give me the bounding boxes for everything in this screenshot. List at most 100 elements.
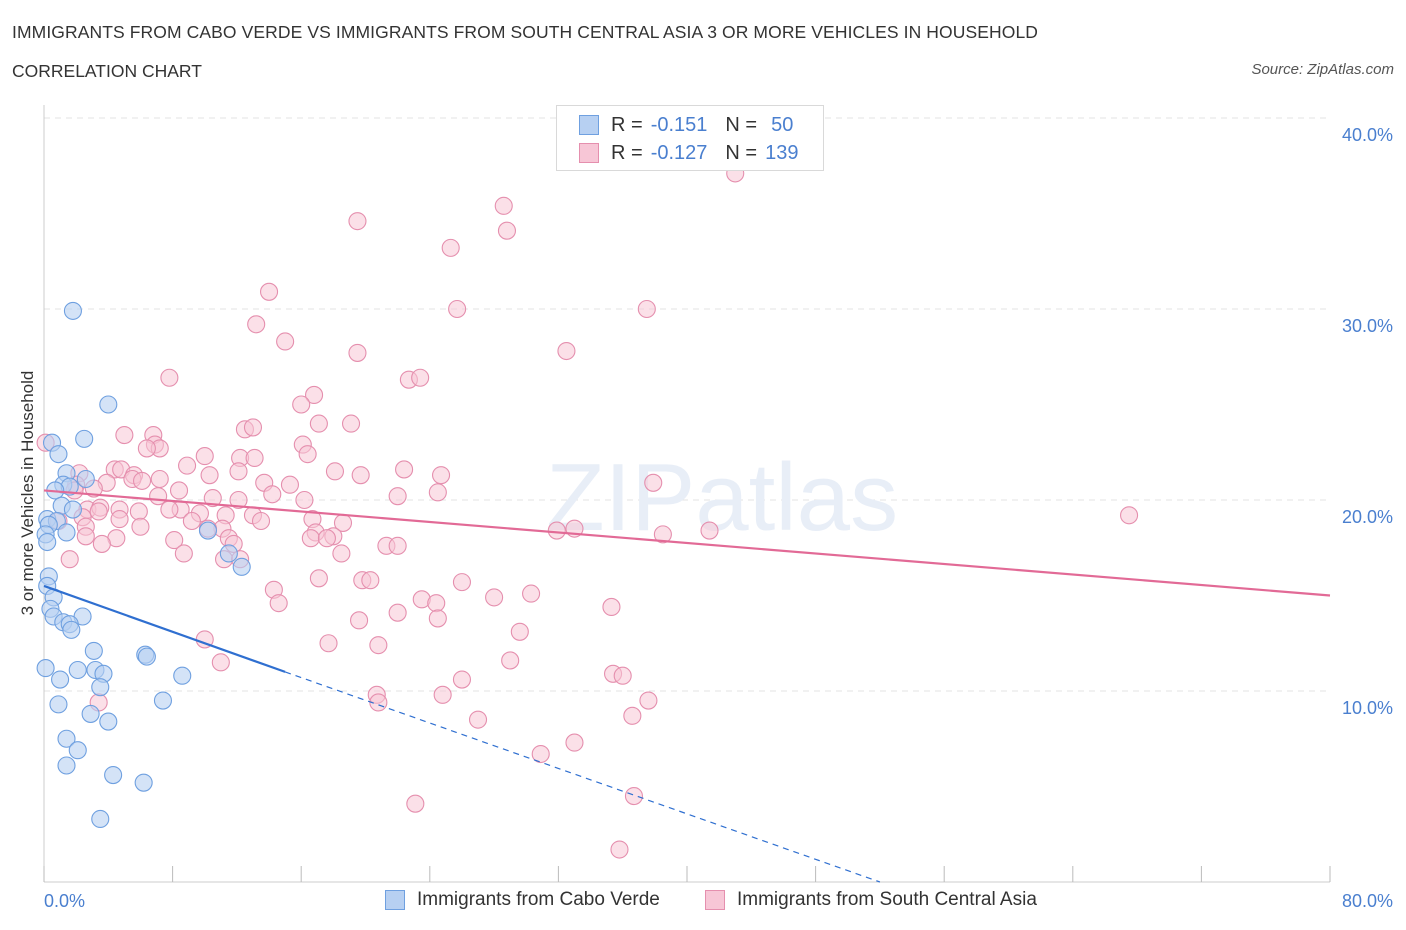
data-point-south-central-asia — [195, 447, 214, 466]
data-point-cabo-verde — [76, 469, 95, 489]
data-point-south-central-asia — [160, 500, 179, 519]
data-point-south-central-asia — [280, 475, 299, 494]
r-label: R = — [611, 141, 643, 164]
data-point-south-central-asia — [245, 448, 264, 468]
data-point-south-central-asia — [351, 466, 370, 485]
data-point-cabo-verde — [104, 765, 123, 785]
data-point-cabo-verde — [63, 301, 82, 320]
pink-points — [36, 164, 1139, 859]
data-point-south-central-asia — [388, 536, 407, 555]
data-point-south-central-asia — [348, 343, 367, 362]
n-label: N = — [725, 113, 758, 136]
data-point-south-central-asia — [129, 502, 148, 521]
data-point-south-central-asia — [150, 469, 169, 489]
data-point-cabo-verde — [75, 429, 94, 448]
data-point-south-central-asia — [247, 315, 266, 334]
data-point-south-central-asia — [174, 544, 193, 563]
n-value: 50 — [771, 113, 794, 136]
data-point-south-central-asia — [341, 414, 361, 433]
data-point-south-central-asia — [110, 510, 129, 529]
pink-series-label: Immigrants from South Central Asia — [737, 889, 1037, 910]
legend-row-pink: R = -0.127 N = 139 — [579, 140, 798, 166]
pink-swatch — [705, 890, 725, 910]
legend-row-blue: R = -0.151 N = 50 — [579, 112, 793, 138]
data-point-cabo-verde — [68, 741, 87, 760]
data-point-south-central-asia — [602, 597, 621, 617]
data-point-south-central-asia — [76, 527, 95, 546]
pink-swatch — [579, 143, 599, 163]
data-point-south-central-asia — [432, 466, 451, 485]
y-tick-label: 10.0% — [1342, 698, 1393, 718]
data-point-cabo-verde — [51, 670, 70, 689]
data-point-south-central-asia — [203, 489, 222, 508]
data-point-south-central-asia — [319, 634, 338, 653]
data-point-south-central-asia — [369, 636, 388, 655]
y-tick-label: 40.0% — [1342, 125, 1393, 145]
data-point-cabo-verde — [137, 647, 156, 666]
blue-swatch — [579, 115, 599, 135]
data-point-south-central-asia — [610, 840, 629, 859]
data-point-south-central-asia — [160, 368, 179, 387]
data-point-south-central-asia — [295, 490, 314, 510]
bottom-legend-blue: Immigrants from Cabo Verde — [385, 889, 660, 911]
watermark: ZIPatlas — [546, 444, 898, 551]
data-point-south-central-asia — [623, 706, 642, 725]
data-point-south-central-asia — [361, 571, 380, 590]
data-point-south-central-asia — [89, 502, 108, 521]
data-point-cabo-verde — [68, 660, 87, 680]
data-point-south-central-asia — [211, 653, 230, 672]
data-point-south-central-asia — [639, 691, 658, 710]
r-value: -0.127 — [650, 141, 708, 164]
y-axis-label: 3 or more Vehicles in Household — [18, 371, 37, 616]
data-point-south-central-asia — [428, 483, 447, 502]
data-point-south-central-asia — [494, 196, 513, 215]
data-point-cabo-verde — [57, 523, 76, 542]
data-point-south-central-asia — [428, 609, 447, 628]
data-point-cabo-verde — [49, 445, 68, 464]
data-point-south-central-asia — [263, 485, 282, 504]
data-point-south-central-asia — [149, 487, 168, 506]
data-point-south-central-asia — [269, 594, 288, 613]
data-point-south-central-asia — [395, 460, 414, 479]
blue-series-label: Immigrants from Cabo Verde — [417, 889, 660, 910]
blue-swatch — [385, 890, 405, 910]
data-point-south-central-asia — [522, 584, 541, 603]
blue-points — [36, 301, 251, 829]
data-point-south-central-asia — [243, 418, 263, 437]
data-point-south-central-asia — [427, 594, 446, 613]
data-point-south-central-asia — [309, 569, 328, 588]
r-value: -0.151 — [650, 113, 708, 136]
grid-lines — [44, 117, 1330, 692]
data-point-south-central-asia — [276, 332, 295, 351]
data-point-south-central-asia — [137, 439, 156, 458]
n-label: N = — [725, 141, 758, 164]
data-point-south-central-asia — [565, 733, 584, 752]
n-value: 139 — [765, 141, 799, 164]
data-point-south-central-asia — [301, 529, 320, 548]
data-point-south-central-asia — [251, 511, 271, 531]
bottom-legend-pink: Immigrants from South Central Asia — [705, 889, 1037, 911]
data-point-cabo-verde — [99, 395, 118, 414]
data-point-south-central-asia — [292, 395, 311, 414]
x-tick-label: 0.0% — [44, 891, 85, 911]
data-point-cabo-verde — [57, 729, 76, 748]
data-point-south-central-asia — [547, 521, 566, 540]
data-point-south-central-asia — [133, 471, 152, 490]
data-point-cabo-verde — [84, 641, 103, 660]
data-point-south-central-asia — [229, 490, 248, 510]
data-point-south-central-asia — [350, 611, 369, 630]
data-point-cabo-verde — [173, 666, 192, 685]
data-point-cabo-verde — [219, 544, 238, 563]
data-point-south-central-asia — [60, 550, 79, 569]
data-point-south-central-asia — [1120, 506, 1139, 525]
data-point-south-central-asia — [441, 238, 460, 257]
y-tick-label: 30.0% — [1342, 316, 1393, 336]
data-point-south-central-asia — [388, 487, 407, 506]
trendline-cabo-verde — [43, 584, 286, 673]
y-tick-label: 20.0% — [1342, 507, 1393, 527]
source-label: Source: ZipAtlas.com — [1251, 61, 1394, 78]
data-point-south-central-asia — [200, 466, 219, 485]
data-point-south-central-asia — [169, 481, 189, 500]
chart-title: IMMIGRANTS FROM CABO VERDE VS IMMIGRANTS… — [12, 22, 1039, 42]
